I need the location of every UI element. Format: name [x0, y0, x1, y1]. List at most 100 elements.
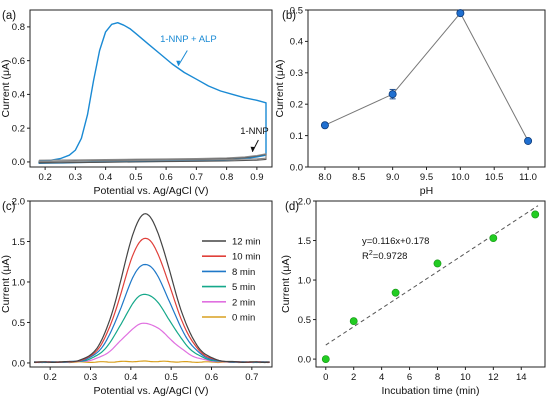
y-tick-label: 0.3 — [290, 68, 303, 79]
x-tick-label: 10.5 — [485, 172, 504, 183]
legend-label: 5 min — [232, 282, 255, 293]
x-tick-label: 0 — [323, 372, 328, 383]
cv-curve-nnp-2 — [38, 153, 267, 163]
data-point — [489, 234, 498, 243]
cv-curve-nnp-alp — [38, 22, 267, 164]
x-tick-label: 14 — [516, 372, 527, 383]
data-point — [456, 9, 465, 18]
x-tick-label: 0.6 — [205, 372, 218, 383]
r-squared: R2=0.9728 — [362, 250, 407, 262]
dpv-curve — [34, 322, 270, 364]
x-tick-label: 0.2 — [44, 372, 57, 383]
y-tick-label: 0.0 — [290, 162, 303, 173]
y-tick-label: 0.5 — [298, 315, 311, 326]
r-squared-symbol: R — [362, 251, 369, 262]
x-tick-label: 0.2 — [39, 172, 52, 183]
panel-label: (a) — [2, 10, 16, 22]
y-tick-label: 1.5 — [298, 236, 311, 247]
annotation-pointer — [177, 50, 188, 66]
y-axis-label: Current (μA) — [280, 255, 292, 313]
x-tick-label: 8.0 — [318, 172, 331, 183]
x-axis-label: Incubation time (min) — [381, 385, 479, 397]
annotation-nnp: 1-NNP — [240, 126, 269, 137]
y-axis-label: Current (μA) — [0, 60, 12, 118]
x-tick-label: 0.4 — [99, 172, 112, 183]
x-axis-label: Potential vs. Ag/AgCl (V) — [94, 185, 209, 197]
data-point — [320, 121, 329, 130]
x-tick-label: 0.3 — [69, 172, 82, 183]
panel-d: 0 2 4 6 8 10 12 14 0.0 0.5 1.0 1.5 2.0 Incubation tim… — [280, 196, 546, 397]
data-point — [433, 259, 442, 268]
plot-frame — [29, 200, 273, 368]
r-squared-superscript: 2 — [369, 250, 373, 257]
annotation-arrowhead — [176, 60, 181, 66]
x-tick-label: 8.5 — [352, 172, 365, 183]
y-tick-label: 0.2 — [12, 123, 25, 134]
x-tick-label: 0.7 — [245, 372, 258, 383]
data-point — [391, 288, 400, 297]
x-tick-label: 0.5 — [165, 372, 178, 383]
x-axis-label: pH — [420, 185, 433, 197]
plot-frame — [315, 200, 546, 368]
y-tick-label: 0.2 — [290, 100, 303, 111]
x-tick-label: 12 — [488, 372, 499, 383]
y-tick-label: 1.0 — [12, 277, 25, 288]
data-point — [349, 317, 358, 326]
y-tick-label: 0.0 — [298, 354, 311, 365]
y-tick-label: 2.0 — [298, 196, 311, 207]
y-tick-label: 0.8 — [12, 22, 25, 33]
y-tick-label: 0.0 — [12, 358, 25, 369]
x-tick-label: 0.3 — [84, 372, 97, 383]
annotation-arrowhead — [250, 146, 255, 152]
data-point — [321, 355, 330, 363]
panel-a: 0.2 0.3 0.4 0.5 0.6 0.7 0.8 0.9 0.0 0.2 0.4 0.6 0.8 P… — [0, 9, 273, 197]
x-tick-label: 8 — [435, 372, 440, 383]
y-tick-label: 0.6 — [12, 56, 25, 67]
legend-label: 10 min — [232, 252, 261, 263]
data-point — [388, 90, 397, 99]
panel-label: (b) — [282, 10, 296, 22]
data-point — [531, 210, 540, 219]
legend-label: 0 min — [232, 313, 255, 324]
plot-frame — [307, 9, 546, 168]
panel-b: 8.0 8.5 9.0 9.5 10.0 10.5 11.0 0.0 0.1 0.2 0.3 0.4 0… — [274, 5, 546, 197]
plot-frame — [29, 9, 273, 168]
x-tick-label: 0.7 — [190, 172, 203, 183]
y-tick-label: 1.5 — [12, 237, 25, 248]
annotation-nnp-alp: 1-NNP + ALP — [160, 34, 217, 45]
y-tick-label: 0.1 — [290, 131, 303, 142]
y-axis-label: Current (μA) — [274, 60, 286, 118]
y-tick-label: 1.0 — [298, 275, 311, 286]
fit-equation: y=0.116x+0.178 — [362, 236, 429, 247]
x-tick-label: 6 — [407, 372, 412, 383]
fit-line — [325, 205, 539, 346]
y-tick-label: 0.4 — [290, 37, 303, 48]
x-tick-label: 0.4 — [124, 372, 137, 383]
y-axis-label: Current (μA) — [0, 255, 12, 313]
y-tick-label: 0.4 — [12, 90, 25, 101]
y-tick-label: 2.0 — [12, 196, 25, 207]
x-tick-label: 11.0 — [519, 172, 537, 183]
legend-label: 2 min — [232, 297, 255, 308]
x-tick-label: 2 — [351, 372, 356, 383]
r-squared-value: =0.9728 — [373, 251, 408, 262]
panel-label: (c) — [2, 201, 16, 213]
x-tick-label: 0.5 — [129, 172, 142, 183]
panel-c: 0.2 0.3 0.4 0.5 0.6 0.7 0.0 0.5 1.0 1.5 2.0 Potenti… — [0, 196, 273, 397]
legend-label: 12 min — [232, 237, 261, 248]
x-tick-label: 4 — [379, 372, 384, 383]
legend-label: 8 min — [232, 267, 255, 278]
dpv-curve — [33, 213, 270, 364]
x-tick-label: 9.0 — [386, 172, 399, 183]
x-tick-label: 10 — [460, 372, 471, 383]
y-tick-label: 0.0 — [12, 157, 25, 168]
x-tick-label: 0.6 — [160, 172, 173, 183]
x-tick-label: 0.8 — [220, 172, 233, 183]
x-axis-label: Potential vs. Ag/AgCl (V) — [94, 385, 209, 397]
annotation-pointer — [251, 139, 259, 153]
y-tick-label: 0.5 — [290, 5, 303, 16]
x-tick-label: 10.0 — [451, 172, 470, 183]
data-point — [524, 136, 533, 145]
y-tick-label: 0.5 — [12, 318, 25, 329]
